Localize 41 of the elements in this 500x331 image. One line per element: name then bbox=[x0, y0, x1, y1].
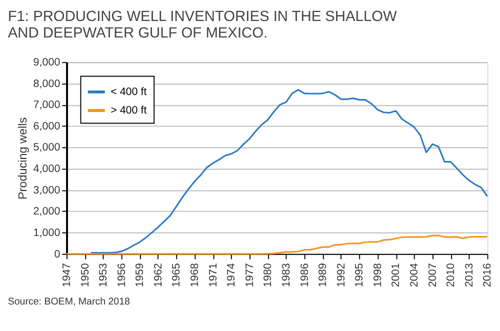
x-tick-label: 2001 bbox=[390, 263, 402, 288]
source-note: Source: BOEM, March 2018 bbox=[8, 296, 130, 308]
y-tick-label: 7,000 bbox=[33, 99, 60, 112]
x-tick-label: 1986 bbox=[298, 263, 311, 288]
y-tick-label: 9,000 bbox=[33, 56, 60, 69]
x-tick-label: 1992 bbox=[335, 263, 348, 288]
y-tick-label: 4,000 bbox=[33, 163, 60, 176]
x-tick-label: 1947 bbox=[60, 263, 73, 288]
line-series bbox=[90, 89, 488, 254]
x-tick-label: 2013 bbox=[463, 263, 476, 288]
y-tick-label: 3,000 bbox=[33, 184, 60, 196]
x-tick-label: 1983 bbox=[280, 263, 292, 288]
text: AND DEEPWATER GULF OF MEXICO. bbox=[8, 26, 268, 42]
x-tick-label: 1998 bbox=[372, 263, 384, 288]
x-tick-label: 1989 bbox=[317, 263, 330, 288]
y-axis-title: Producing wells bbox=[16, 117, 30, 200]
x-tick-label: 1950 bbox=[79, 263, 92, 288]
x-tick-label: 1959 bbox=[134, 263, 146, 288]
x-tick-label: 1962 bbox=[152, 263, 164, 288]
x-tick-label: 2010 bbox=[445, 263, 458, 288]
y-tick-label: 1,000 bbox=[33, 226, 60, 239]
x-tick-label: 2016 bbox=[482, 263, 494, 288]
x-tick-label: 1953 bbox=[98, 263, 110, 288]
x-tick-label: 1980 bbox=[262, 263, 274, 288]
x-tick-label: 1977 bbox=[244, 263, 256, 288]
x-tick-label: 1968 bbox=[189, 263, 202, 288]
y-tick-label: 6,000 bbox=[33, 120, 60, 132]
y-tick-label: 0 bbox=[54, 248, 60, 260]
y-tick-label: 5,000 bbox=[33, 142, 60, 154]
x-tick-label: 1965 bbox=[170, 263, 183, 288]
text: F1: PRODUCING WELL INVENTORIES IN THE SHALLOW bbox=[8, 8, 397, 25]
y-tick-label: 8,000 bbox=[33, 78, 60, 90]
x-tick-label: 2007 bbox=[426, 263, 439, 288]
x-tick-label: 1995 bbox=[354, 263, 366, 288]
legend-label: > 400 ft bbox=[110, 104, 147, 116]
x-tick-label: 1974 bbox=[226, 263, 238, 288]
x-tick-label: 1956 bbox=[116, 263, 128, 288]
x-tick-label: 2004 bbox=[408, 263, 421, 288]
legend-label: < 400 ft bbox=[110, 86, 147, 98]
y-tick-label: 2,000 bbox=[33, 206, 60, 218]
x-tick-label: 1971 bbox=[207, 263, 220, 288]
